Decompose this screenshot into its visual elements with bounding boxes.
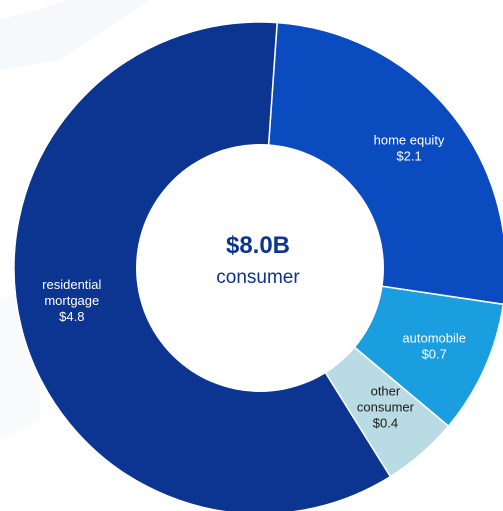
slice-label-line: residential: [42, 277, 101, 292]
slice-label-1: automobile$0.7: [402, 330, 466, 361]
slice-label-line: $4.8: [59, 309, 84, 324]
slice-label-line: mortgage: [44, 293, 99, 308]
center-label: consumer: [216, 267, 300, 288]
labels-layer: home equity$2.1automobile$0.7otherconsum…: [42, 132, 466, 430]
slice-label-line: other: [371, 383, 401, 398]
slice-label-0: home equity$2.1: [374, 132, 445, 163]
slice-label-line: $0.7: [422, 346, 447, 361]
slice-label-line: home equity: [374, 132, 445, 147]
center-value: $8.0B: [226, 232, 290, 259]
donut-hole: [136, 144, 384, 392]
slice-label-line: automobile: [402, 330, 466, 345]
slice-label-line: $0.4: [373, 415, 398, 430]
slice-label-line: $2.1: [396, 148, 421, 163]
slice-label-line: consumer: [357, 399, 415, 414]
